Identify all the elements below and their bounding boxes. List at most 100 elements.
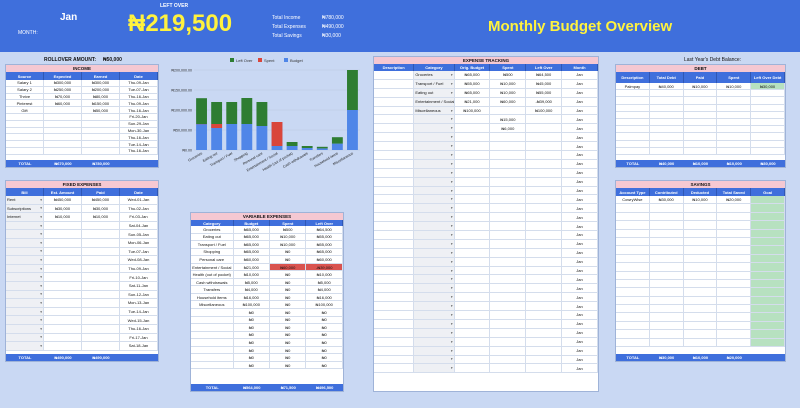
savings-cell[interactable] <box>616 263 650 271</box>
chevron-down-icon[interactable]: ▾ <box>450 224 453 229</box>
tracking-cell[interactable] <box>455 337 491 346</box>
income-cell[interactable]: ₦200,000 <box>82 86 120 93</box>
savings-cell[interactable] <box>751 313 785 321</box>
tracking-cell[interactable] <box>526 204 563 213</box>
tracking-cell[interactable] <box>526 151 563 159</box>
tracking-cell[interactable]: Jan <box>562 284 598 293</box>
tracking-cell[interactable] <box>455 319 491 328</box>
tracking-cell[interactable] <box>455 364 491 373</box>
chevron-down-icon[interactable]: ▾ <box>40 232 42 237</box>
variable-cell[interactable]: ₦16,000 <box>234 293 271 301</box>
tracking-cell[interactable]: ₦10,000 <box>490 79 527 88</box>
tracking-cell[interactable] <box>374 248 415 257</box>
tracking-cell[interactable] <box>455 302 491 311</box>
tracking-cell[interactable] <box>526 177 563 186</box>
savings-cell[interactable] <box>684 229 718 237</box>
savings-cell[interactable] <box>684 305 718 313</box>
rollover-value[interactable]: ₦50,000 <box>103 57 122 63</box>
tracking-cell[interactable] <box>490 319 527 328</box>
tracking-cell[interactable] <box>490 195 527 204</box>
tracking-cell[interactable] <box>526 311 563 319</box>
tracking-cell[interactable]: Jan <box>562 106 598 115</box>
savings-cell[interactable] <box>616 229 650 237</box>
savings-cell[interactable] <box>751 305 785 313</box>
fixed-cell[interactable] <box>44 299 82 307</box>
savings-cell[interactable] <box>717 246 752 254</box>
savings-cell[interactable] <box>616 246 650 254</box>
income-cell[interactable] <box>44 120 82 127</box>
tracking-dropdown-cell[interactable]: ▾ <box>414 204 455 213</box>
savings-cell[interactable] <box>650 288 684 296</box>
savings-cell[interactable] <box>717 263 752 271</box>
variable-cell[interactable] <box>191 309 234 316</box>
tracking-cell[interactable] <box>455 222 491 231</box>
fixed-cell[interactable]: ₦10,000 <box>44 213 82 221</box>
income-cell[interactable] <box>82 113 120 120</box>
fixed-cell[interactable]: Tue-14-Jan <box>120 307 158 316</box>
chevron-down-icon[interactable]: ▾ <box>450 295 453 300</box>
tracking-cell[interactable]: Jan <box>562 266 598 275</box>
debt-cell[interactable] <box>616 97 650 104</box>
savings-cell[interactable] <box>717 212 752 221</box>
income-cell[interactable] <box>44 141 82 147</box>
tracking-cell[interactable] <box>490 346 527 355</box>
tracking-cell[interactable] <box>490 275 527 284</box>
variable-cell[interactable]: ₦4,000 <box>234 286 271 293</box>
fixed-cell[interactable] <box>82 221 120 230</box>
variable-cell[interactable]: ₦60,000 <box>306 256 343 263</box>
tracking-cell[interactable]: Jan <box>562 71 598 79</box>
income-cell[interactable]: Thu-16-Jan <box>120 107 158 113</box>
tracking-cell[interactable]: ₦10,000 <box>490 88 527 97</box>
variable-cell[interactable]: Cash withdrawals <box>191 278 234 286</box>
savings-cell[interactable]: ₦30,000 <box>650 196 684 204</box>
tracking-dropdown-cell[interactable]: ▾ <box>414 284 455 293</box>
savings-cell[interactable] <box>751 254 785 263</box>
tracking-cell[interactable]: ₦45,000 <box>526 79 563 88</box>
tracking-dropdown-cell[interactable]: ▾ <box>414 213 455 222</box>
savings-cell[interactable] <box>751 296 785 305</box>
tracking-cell[interactable] <box>455 177 491 186</box>
savings-cell[interactable] <box>650 237 684 246</box>
variable-cell[interactable]: ₦0 <box>270 354 307 361</box>
tracking-cell[interactable] <box>374 328 415 337</box>
tracking-cell[interactable] <box>490 284 527 293</box>
fixed-dropdown-cell[interactable]: Internet ▾ <box>6 213 44 221</box>
fixed-cell[interactable]: Fri-03-Jan <box>120 213 158 221</box>
savings-cell[interactable] <box>650 254 684 263</box>
tracking-cell[interactable] <box>526 231 563 239</box>
chevron-down-icon[interactable]: ▾ <box>40 249 42 254</box>
variable-cell[interactable]: ₦0 <box>306 331 343 339</box>
debt-cell[interactable] <box>684 111 718 118</box>
fixed-cell[interactable]: Sat-04-Jan <box>120 221 158 230</box>
tracking-cell[interactable]: ₦55,000 <box>455 79 491 88</box>
savings-cell[interactable] <box>751 212 785 221</box>
variable-cell[interactable]: ₦0 <box>270 324 307 331</box>
chevron-down-icon[interactable]: ▾ <box>40 214 42 219</box>
tracking-cell[interactable] <box>455 257 491 266</box>
debt-cell[interactable] <box>616 90 650 97</box>
tracking-dropdown-cell[interactable]: ▾ <box>414 266 455 275</box>
variable-cell[interactable]: ₦0 <box>306 361 343 369</box>
debt-cell[interactable] <box>751 147 785 154</box>
savings-cell[interactable] <box>650 321 684 330</box>
tracking-cell[interactable]: Jan <box>562 115 598 124</box>
savings-cell[interactable] <box>650 279 684 288</box>
chevron-down-icon[interactable]: ▾ <box>450 81 453 86</box>
fixed-cell[interactable] <box>82 307 120 316</box>
income-cell[interactable] <box>82 141 120 147</box>
fixed-cell[interactable] <box>82 238 120 247</box>
debt-cell[interactable] <box>717 126 752 133</box>
variable-cell[interactable]: ₦0 <box>234 361 271 369</box>
tracking-dropdown-cell[interactable]: ▾ <box>414 364 455 373</box>
debt-cell[interactable] <box>650 111 684 118</box>
chevron-down-icon[interactable]: ▾ <box>40 343 42 348</box>
variable-cell[interactable]: ₦0 <box>306 339 343 346</box>
savings-cell[interactable] <box>717 237 752 246</box>
savings-cell[interactable] <box>684 313 718 321</box>
variable-cell[interactable]: ₦10,000 <box>270 241 307 248</box>
tracking-cell[interactable]: Jan <box>562 364 598 373</box>
tracking-cell[interactable]: -₦39,000 <box>526 97 563 106</box>
tracking-cell[interactable] <box>526 284 563 293</box>
savings-cell[interactable] <box>616 296 650 305</box>
variable-cell[interactable]: ₦0 <box>270 346 307 354</box>
